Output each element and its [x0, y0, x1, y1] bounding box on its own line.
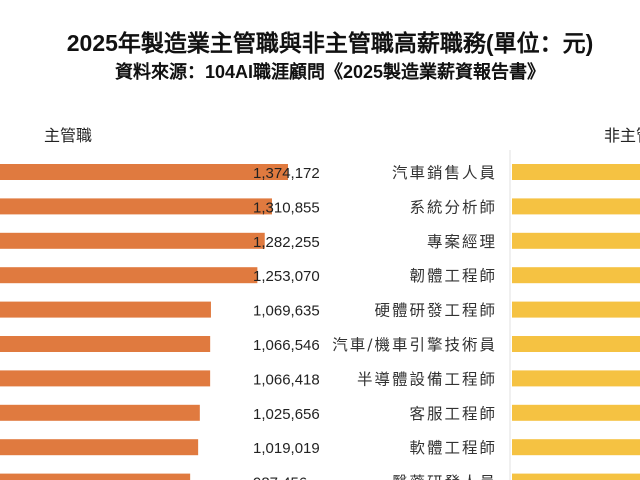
category-label: 醫藥研發人員 — [392, 474, 497, 480]
panel-label-non-manager: 非主管職 — [604, 126, 640, 145]
bar-non-manager — [512, 198, 640, 215]
category-label: 韌體工程師 — [409, 267, 497, 285]
bar-non-manager — [512, 473, 640, 480]
value-label: 1,025,656 — [253, 406, 320, 423]
bar-manager — [0, 473, 191, 480]
value-label: 1,282,255 — [253, 234, 320, 251]
category-label: 軟體工程師 — [409, 439, 497, 457]
bar-non-manager — [512, 439, 640, 456]
bar-non-manager — [512, 267, 640, 284]
value-label: 1,310,855 — [253, 199, 320, 216]
value-label: 1,066,418 — [253, 371, 320, 388]
chart-title: 2025年製造業主管職與非主管職高薪職務(單位：元) — [66, 30, 594, 56]
category-label: 半導體設備工程師 — [357, 370, 497, 388]
value-label: 1,066,546 — [253, 337, 320, 354]
bar-manager — [0, 301, 211, 318]
value-label: 1,069,635 — [253, 303, 320, 320]
bar-non-manager — [512, 370, 640, 387]
bar-manager — [0, 439, 199, 456]
bar-non-manager — [512, 404, 640, 421]
value-label: 1,019,019 — [253, 440, 320, 457]
category-label: 系統分析師 — [409, 198, 497, 216]
panel-label-manager: 主管職 — [44, 126, 93, 145]
bar-manager — [0, 267, 258, 284]
value-label: 987,456 — [253, 475, 307, 480]
bar-non-manager — [512, 301, 640, 318]
bar-manager — [0, 370, 211, 387]
bar-manager — [0, 198, 272, 215]
category-label: 汽車/機車引擎技術員 — [332, 336, 497, 354]
bar-manager — [0, 336, 211, 352]
value-label: 1,253,070 — [253, 268, 320, 285]
category-label: 客服工程師 — [409, 405, 497, 423]
bar-non-manager — [512, 336, 640, 352]
category-label: 汽車銷售人員 — [392, 164, 497, 182]
bar-non-manager — [512, 232, 640, 249]
chart-subtitle: 資料來源：104AI職涯顧問《2025製造業薪資報告書》 — [114, 62, 546, 82]
bar-manager — [0, 232, 265, 249]
category-label: 專案經理 — [427, 233, 497, 251]
bar-manager — [0, 164, 288, 180]
category-label: 硬體研發工程師 — [374, 302, 497, 320]
value-label: 1,374,172 — [253, 165, 320, 182]
bar-non-manager — [512, 164, 640, 180]
bar-manager — [0, 404, 200, 421]
